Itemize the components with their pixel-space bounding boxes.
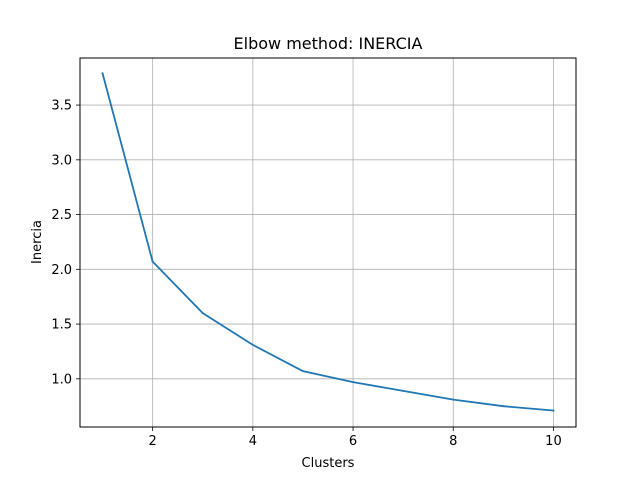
plot-frame (79, 57, 577, 428)
y-tick-label: 2.0 (51, 263, 72, 278)
y-tick-label: 3.5 (51, 99, 72, 114)
x-tick-label: 10 (545, 434, 562, 449)
x-tick-label: 8 (449, 434, 457, 449)
data-point (251, 343, 254, 346)
data-point (201, 312, 204, 315)
data-point (101, 72, 104, 75)
data-point (502, 405, 505, 408)
data-point (151, 260, 154, 263)
x-axis-label: Clusters (302, 456, 355, 471)
series-layer (101, 72, 555, 412)
data-point (352, 381, 354, 384)
data-point (402, 389, 405, 392)
series-line (101, 72, 555, 412)
grid (80, 58, 576, 427)
data-point (552, 409, 555, 412)
y-tick-label: 3.0 (51, 153, 72, 168)
y-tick-label: 2.5 (51, 208, 72, 223)
x-tick-label: 4 (249, 434, 257, 449)
x-tick-label: 2 (149, 434, 157, 449)
data-point (302, 370, 304, 373)
y-tick-label: 1.5 (51, 318, 72, 333)
axis-ticks: 2 4 6 8 10 1.0 1.5 2.0 2.5 3.0 3.5 (51, 99, 561, 449)
data-point (452, 398, 455, 401)
y-tick-label: 1.0 (51, 372, 72, 387)
x-tick-label: 6 (349, 434, 357, 449)
y-axis-label: Inercia (30, 220, 45, 264)
chart-title: Elbow method: INERCIA (234, 34, 423, 53)
